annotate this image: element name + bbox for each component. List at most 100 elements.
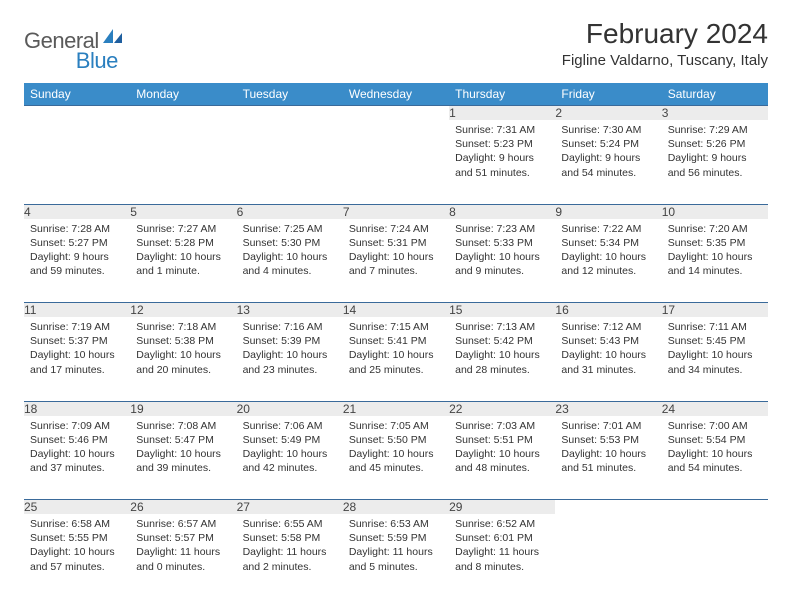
day-number-row: 2526272829: [24, 500, 768, 515]
day-number: [662, 500, 768, 515]
daylight-text: and 57 minutes.: [30, 560, 124, 574]
day-cell: Sunrise: 6:57 AMSunset: 5:57 PMDaylight:…: [130, 514, 236, 598]
day-details: Sunrise: 7:13 AMSunset: 5:42 PMDaylight:…: [449, 317, 555, 383]
logo: General Blue: [24, 18, 146, 64]
daylight-text: Daylight: 11 hours: [455, 545, 549, 559]
daylight-text: Daylight: 9 hours: [561, 151, 655, 165]
daylight-text: Daylight: 10 hours: [455, 447, 549, 461]
sunset-text: Sunset: 5:34 PM: [561, 236, 655, 250]
day-details: Sunrise: 6:55 AMSunset: 5:58 PMDaylight:…: [237, 514, 343, 580]
day-cell: Sunrise: 7:03 AMSunset: 5:51 PMDaylight:…: [449, 416, 555, 500]
weekday-header: Monday: [130, 83, 236, 106]
day-details: Sunrise: 7:15 AMSunset: 5:41 PMDaylight:…: [343, 317, 449, 383]
daylight-text: and 54 minutes.: [668, 461, 762, 475]
sunset-text: Sunset: 5:28 PM: [136, 236, 230, 250]
daylight-text: and 25 minutes.: [349, 363, 443, 377]
daylight-text: Daylight: 9 hours: [30, 250, 124, 264]
daylight-text: and 1 minute.: [136, 264, 230, 278]
daylight-text: and 39 minutes.: [136, 461, 230, 475]
daylight-text: and 45 minutes.: [349, 461, 443, 475]
day-details: Sunrise: 7:12 AMSunset: 5:43 PMDaylight:…: [555, 317, 661, 383]
day-cell: Sunrise: 7:08 AMSunset: 5:47 PMDaylight:…: [130, 416, 236, 500]
daylight-text: Daylight: 10 hours: [136, 348, 230, 362]
day-number: 25: [24, 500, 130, 515]
day-number-row: 45678910: [24, 204, 768, 219]
sunrise-text: Sunrise: 7:27 AM: [136, 222, 230, 236]
day-details: Sunrise: 7:31 AMSunset: 5:23 PMDaylight:…: [449, 120, 555, 186]
sunset-text: Sunset: 5:23 PM: [455, 137, 549, 151]
daylight-text: Daylight: 10 hours: [136, 447, 230, 461]
day-details: Sunrise: 7:05 AMSunset: 5:50 PMDaylight:…: [343, 416, 449, 482]
day-cell: Sunrise: 6:58 AMSunset: 5:55 PMDaylight:…: [24, 514, 130, 598]
day-number: 13: [237, 303, 343, 318]
daylight-text: and 20 minutes.: [136, 363, 230, 377]
daylight-text: Daylight: 10 hours: [349, 348, 443, 362]
daylight-text: Daylight: 10 hours: [243, 348, 337, 362]
day-details: Sunrise: 7:18 AMSunset: 5:38 PMDaylight:…: [130, 317, 236, 383]
day-details: Sunrise: 7:25 AMSunset: 5:30 PMDaylight:…: [237, 219, 343, 285]
daylight-text: and 51 minutes.: [455, 166, 549, 180]
day-number: 28: [343, 500, 449, 515]
day-details: Sunrise: 7:22 AMSunset: 5:34 PMDaylight:…: [555, 219, 661, 285]
page-title: February 2024: [562, 18, 768, 50]
sunrise-text: Sunrise: 7:01 AM: [561, 419, 655, 433]
day-cell: Sunrise: 7:05 AMSunset: 5:50 PMDaylight:…: [343, 416, 449, 500]
sunset-text: Sunset: 5:38 PM: [136, 334, 230, 348]
location-text: Figline Valdarno, Tuscany, Italy: [562, 52, 768, 69]
sunset-text: Sunset: 5:42 PM: [455, 334, 549, 348]
sunset-text: Sunset: 5:33 PM: [455, 236, 549, 250]
day-details: Sunrise: 7:06 AMSunset: 5:49 PMDaylight:…: [237, 416, 343, 482]
day-cell: Sunrise: 7:16 AMSunset: 5:39 PMDaylight:…: [237, 317, 343, 401]
day-cell: Sunrise: 6:55 AMSunset: 5:58 PMDaylight:…: [237, 514, 343, 598]
sunrise-text: Sunrise: 7:06 AM: [243, 419, 337, 433]
day-details: Sunrise: 7:30 AMSunset: 5:24 PMDaylight:…: [555, 120, 661, 186]
day-details: Sunrise: 7:28 AMSunset: 5:27 PMDaylight:…: [24, 219, 130, 285]
daylight-text: Daylight: 10 hours: [668, 250, 762, 264]
day-details: Sunrise: 7:29 AMSunset: 5:26 PMDaylight:…: [662, 120, 768, 186]
daylight-text: Daylight: 10 hours: [561, 250, 655, 264]
sunset-text: Sunset: 5:46 PM: [30, 433, 124, 447]
daylight-text: and 8 minutes.: [455, 560, 549, 574]
daylight-text: Daylight: 11 hours: [349, 545, 443, 559]
day-cell: [237, 120, 343, 204]
day-cell: [130, 120, 236, 204]
day-cell: [343, 120, 449, 204]
day-number: 24: [662, 401, 768, 416]
day-details: Sunrise: 7:03 AMSunset: 5:51 PMDaylight:…: [449, 416, 555, 482]
day-number-row: 18192021222324: [24, 401, 768, 416]
day-cell: Sunrise: 7:25 AMSunset: 5:30 PMDaylight:…: [237, 219, 343, 303]
day-details: Sunrise: 7:08 AMSunset: 5:47 PMDaylight:…: [130, 416, 236, 482]
sunrise-text: Sunrise: 6:58 AM: [30, 517, 124, 531]
sunrise-text: Sunrise: 7:22 AM: [561, 222, 655, 236]
day-number: 21: [343, 401, 449, 416]
sunset-text: Sunset: 5:50 PM: [349, 433, 443, 447]
day-number: 14: [343, 303, 449, 318]
day-number: 19: [130, 401, 236, 416]
daylight-text: and 4 minutes.: [243, 264, 337, 278]
day-number: 5: [130, 204, 236, 219]
sunrise-text: Sunrise: 7:16 AM: [243, 320, 337, 334]
day-details: Sunrise: 6:53 AMSunset: 5:59 PMDaylight:…: [343, 514, 449, 580]
day-number: 1: [449, 106, 555, 121]
weekday-header-row: Sunday Monday Tuesday Wednesday Thursday…: [24, 83, 768, 106]
daylight-text: Daylight: 9 hours: [455, 151, 549, 165]
day-cell: Sunrise: 7:18 AMSunset: 5:38 PMDaylight:…: [130, 317, 236, 401]
sunrise-text: Sunrise: 7:31 AM: [455, 123, 549, 137]
day-cell: Sunrise: 7:23 AMSunset: 5:33 PMDaylight:…: [449, 219, 555, 303]
sunset-text: Sunset: 6:01 PM: [455, 531, 549, 545]
sunrise-text: Sunrise: 7:11 AM: [668, 320, 762, 334]
day-details: Sunrise: 7:23 AMSunset: 5:33 PMDaylight:…: [449, 219, 555, 285]
sunrise-text: Sunrise: 7:13 AM: [455, 320, 549, 334]
day-number: 7: [343, 204, 449, 219]
day-cell: Sunrise: 7:28 AMSunset: 5:27 PMDaylight:…: [24, 219, 130, 303]
sunrise-text: Sunrise: 7:03 AM: [455, 419, 549, 433]
sunset-text: Sunset: 5:35 PM: [668, 236, 762, 250]
day-details: Sunrise: 7:01 AMSunset: 5:53 PMDaylight:…: [555, 416, 661, 482]
sunset-text: Sunset: 5:26 PM: [668, 137, 762, 151]
sunrise-text: Sunrise: 7:18 AM: [136, 320, 230, 334]
day-number: 22: [449, 401, 555, 416]
weekday-header: Friday: [555, 83, 661, 106]
daylight-text: Daylight: 10 hours: [561, 348, 655, 362]
sunset-text: Sunset: 5:45 PM: [668, 334, 762, 348]
daylight-text: Daylight: 10 hours: [30, 348, 124, 362]
